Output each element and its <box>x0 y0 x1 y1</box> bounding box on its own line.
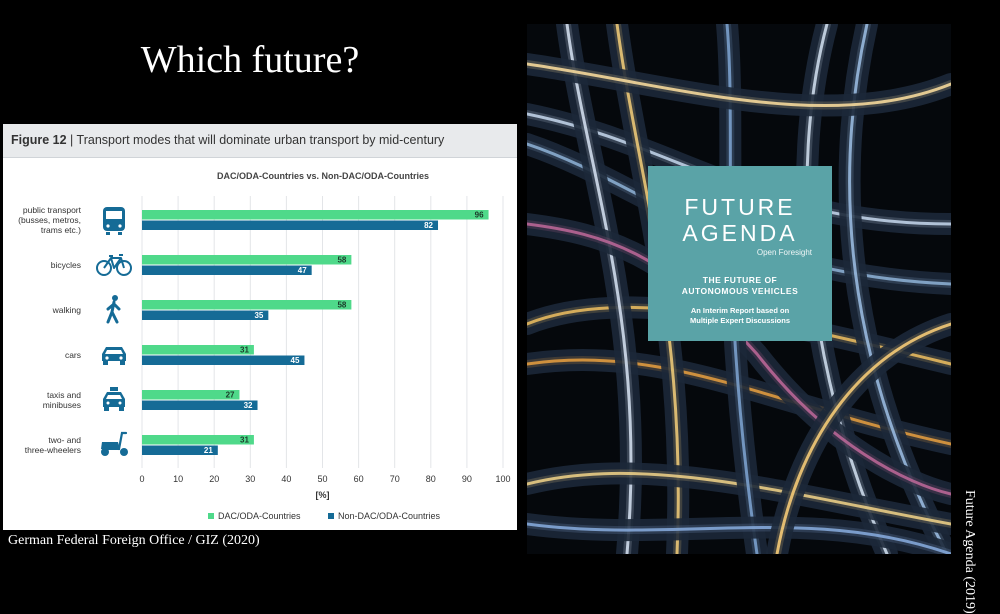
credit-left: German Federal Foreign Office / GIZ (202… <box>8 533 260 548</box>
light-trail <box>527 522 951 554</box>
bar-data-label: 32 <box>244 401 253 410</box>
credit-right: Future Agenda (2019) <box>962 490 977 614</box>
cover-title-box: FUTURE AGENDA Open Foresight THE FUTURE … <box>648 166 832 341</box>
x-tick-label: 10 <box>173 474 183 484</box>
bar <box>142 345 254 355</box>
bar <box>142 435 254 445</box>
bar-chart: 0 10 20 30 40 50 60 70 80 90 100 [%] 96 82 public tran… <box>18 196 511 521</box>
report-subtitle-line-2: Multiple Expert Discussions <box>689 316 791 325</box>
x-tick-label: 60 <box>354 474 364 484</box>
report-title-line-1: THE FUTURE OF <box>702 275 778 285</box>
bar <box>142 255 352 265</box>
category-label: (busses, metros, <box>18 215 81 225</box>
legend-label: DAC/ODA-Countries <box>218 511 301 521</box>
x-tick-label: 80 <box>426 474 436 484</box>
brand-line-1: FUTURE <box>684 194 796 220</box>
bar-data-label: 31 <box>240 436 249 445</box>
light-trail <box>527 471 951 526</box>
report-cover: FUTURE AGENDA Open Foresight THE FUTURE … <box>527 24 951 554</box>
bar <box>142 390 240 400</box>
category-label: minibuses <box>43 400 81 410</box>
scooter-icon <box>101 431 128 456</box>
bus-icon <box>103 207 125 235</box>
bar <box>142 265 312 275</box>
report-title: THE FUTURE OF AUTONOMOUS VEHICLES <box>648 275 832 297</box>
report-subtitle-line-1: An Interim Report based on <box>690 306 790 315</box>
pedestrian-icon <box>106 295 121 324</box>
bar-data-label: 58 <box>337 256 346 265</box>
light-trail <box>775 322 951 554</box>
x-tick-label: 20 <box>209 474 219 484</box>
car-icon <box>102 347 126 365</box>
bar <box>142 220 439 230</box>
x-tick-label: 70 <box>390 474 400 484</box>
brand-tagline: Open Foresight <box>756 248 812 257</box>
light-trail <box>527 60 951 110</box>
report-title-line-2: AUTONOMOUS VEHICLES <box>681 286 799 296</box>
legend-label: Non-DAC/ODA-Countries <box>338 511 441 521</box>
slide-title: Which future? <box>140 39 360 81</box>
taxi-icon <box>103 387 125 411</box>
light-trail <box>527 220 951 498</box>
x-axis-label: [%] <box>316 490 330 500</box>
bar-data-label: 47 <box>298 266 307 275</box>
figure-separator: | <box>66 133 77 147</box>
bicycle-icon <box>96 254 132 276</box>
light-trail <box>527 222 951 496</box>
bar-data-label: 82 <box>424 221 433 230</box>
bar-data-label: 58 <box>337 301 346 310</box>
bar <box>142 300 352 310</box>
light-trail <box>773 320 951 554</box>
bar <box>142 310 269 320</box>
bar-data-label: 21 <box>204 446 213 455</box>
bar-data-label: 45 <box>291 356 300 365</box>
report-subtitle: An Interim Report based on Multiple Expe… <box>648 306 832 326</box>
category-label: public transport <box>23 205 82 215</box>
x-tick-label: 30 <box>245 474 255 484</box>
legend-swatch <box>208 513 214 519</box>
category-label: walking <box>52 305 82 315</box>
x-tick-label: 40 <box>281 474 291 484</box>
bar-data-label: 96 <box>475 211 484 220</box>
category-label: bicycles <box>51 260 81 270</box>
bar <box>142 355 305 365</box>
x-tick-label: 100 <box>495 474 510 484</box>
figure-title: Figure 12 | Transport modes that will do… <box>11 133 444 147</box>
legend-swatch <box>328 513 334 519</box>
brand-line-2: AGENDA <box>682 220 798 246</box>
category-label: three-wheelers <box>25 445 81 455</box>
figure-caption: Transport modes that will dominate urban… <box>76 133 445 147</box>
bar-data-label: 35 <box>254 311 263 320</box>
category-label: two- and <box>48 435 81 445</box>
category-label: trams etc.) <box>41 225 81 235</box>
light-trail <box>527 62 951 108</box>
light-trail <box>527 520 951 554</box>
bar <box>142 445 218 455</box>
bar-data-label: 31 <box>240 346 249 355</box>
x-tick-label: 90 <box>462 474 472 484</box>
light-trail <box>527 469 951 528</box>
category-label: cars <box>65 350 81 360</box>
category-label: taxis and <box>47 390 81 400</box>
bar <box>142 400 258 410</box>
chart-panel: Figure 12 | Transport modes that will do… <box>3 124 517 530</box>
figure-header: Figure 12 | Transport modes that will do… <box>3 124 517 158</box>
x-tick-label: 0 <box>139 474 144 484</box>
bar <box>142 210 489 220</box>
x-tick-label: 50 <box>317 474 327 484</box>
figure-label: Figure 12 <box>11 133 67 147</box>
bar-data-label: 27 <box>226 391 235 400</box>
chart-subtitle: DAC/ODA-Countries vs. Non-DAC/ODA-Countr… <box>216 171 429 181</box>
